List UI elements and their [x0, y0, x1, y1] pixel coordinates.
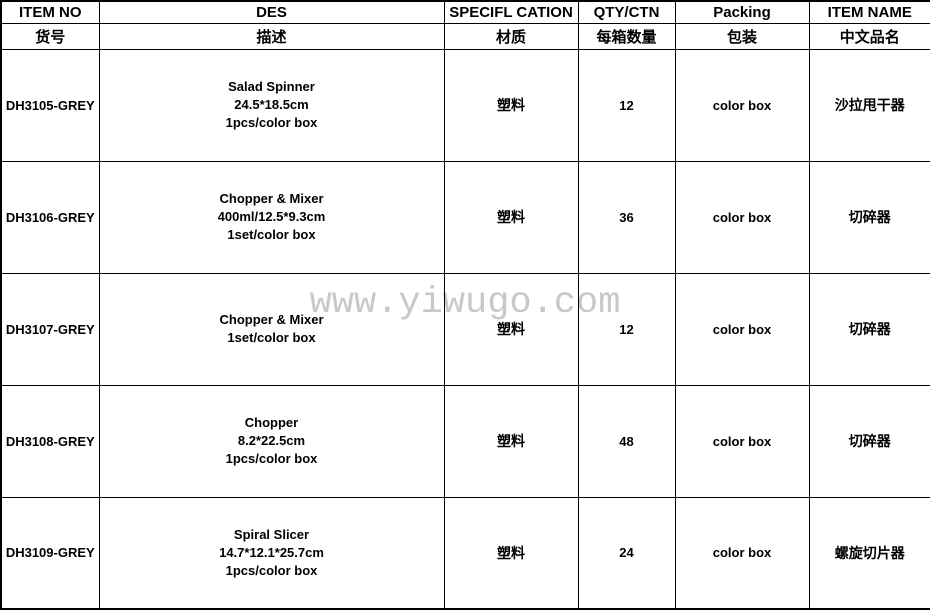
material-cell: 塑料 [443, 160, 579, 274]
description-line: Salad Spinner [228, 79, 315, 94]
description-line: 400ml/12.5*9.3cm [217, 209, 326, 224]
packing-cell: color box [674, 48, 810, 162]
description-line: Chopper & Mixer [219, 191, 324, 206]
header-specification-zh: 材质 [443, 22, 579, 50]
packing-cell: color box [674, 160, 810, 274]
item-no-cell: DH3108-GREY [0, 384, 100, 498]
item-no-cell: DH3105-GREY [0, 48, 100, 162]
description-cell: Chopper & Mixer 1set/color box [98, 272, 445, 386]
packing-cell: color box [674, 384, 810, 498]
description-line: 24.5*18.5cm [234, 97, 309, 112]
description-line: 1pcs/color box [225, 115, 318, 130]
qty-cell: 12 [577, 48, 676, 162]
description-line: Chopper [244, 415, 299, 430]
description-line: 8.2*22.5cm [237, 433, 306, 448]
item-name-cell: 切碎器 [808, 160, 930, 274]
material-cell: 塑料 [443, 384, 579, 498]
header-item-no-zh: 货号 [0, 22, 100, 50]
description-line: 1pcs/color box [225, 562, 318, 578]
table-row: DH3105-GREY Salad Spinner 24.5*18.5cm 1p… [0, 48, 930, 162]
material-cell: 塑料 [443, 496, 579, 610]
table-row: DH3108-GREY Chopper 8.2*22.5cm 1pcs/colo… [0, 384, 930, 498]
header-row-zh: 货号 描述 材质 每箱数量 包装 中文品名 [0, 22, 930, 50]
description-cell: Spiral Slicer 14.7*12.1*25.7cm 1pcs/colo… [98, 496, 445, 610]
header-specification: SPECIFL CATION [443, 0, 579, 24]
description-line: 1pcs/color box [225, 451, 318, 466]
qty-cell: 12 [577, 272, 676, 386]
description-line: Spiral Slicer [233, 526, 310, 542]
description-line: 14.7*12.1*25.7cm [219, 544, 324, 560]
packing-cell: color box [674, 272, 810, 386]
item-name-cell: 螺旋切片器 [808, 496, 930, 610]
item-name-cell: 沙拉甩干器 [808, 48, 930, 162]
header-des-zh: 描述 [98, 22, 445, 50]
item-name-cell: 切碎器 [808, 272, 930, 386]
table-row: DH3107-GREY Chopper & Mixer 1set/color b… [0, 272, 930, 386]
description-line: 1set/color box [227, 227, 316, 242]
header-qty-ctn-zh: 每箱数量 [577, 22, 676, 50]
header-packing: Packing [674, 0, 810, 24]
item-no-cell: DH3109-GREY [0, 496, 100, 610]
header-item-name-zh: 中文品名 [808, 22, 930, 50]
header-des: DES [98, 0, 445, 24]
qty-cell: 48 [577, 384, 676, 498]
item-no-cell: DH3107-GREY [0, 272, 100, 386]
material-cell: 塑料 [443, 272, 579, 386]
material-cell: 塑料 [443, 48, 579, 162]
table-row: DH3106-GREY Chopper & Mixer 400ml/12.5*9… [0, 160, 930, 274]
table-row: DH3109-GREY Spiral Slicer 14.7*12.1*25.7… [0, 496, 930, 610]
item-name-cell: 切碎器 [808, 384, 930, 498]
header-row-en: ITEM NO DES SPECIFL CATION QTY/CTN Packi… [0, 0, 930, 24]
description-cell: Chopper & Mixer 400ml/12.5*9.3cm 1set/co… [98, 160, 445, 274]
description-line: Chopper & Mixer [219, 312, 324, 327]
qty-cell: 36 [577, 160, 676, 274]
description-cell: Salad Spinner 24.5*18.5cm 1pcs/color box [98, 48, 445, 162]
packing-cell: color box [674, 496, 810, 610]
header-qty-ctn: QTY/CTN [577, 0, 676, 24]
header-item-name: ITEM NAME [808, 0, 930, 24]
header-packing-zh: 包装 [674, 22, 810, 50]
header-item-no: ITEM NO [0, 0, 100, 24]
qty-cell: 24 [577, 496, 676, 610]
description-cell: Chopper 8.2*22.5cm 1pcs/color box [98, 384, 445, 498]
item-no-cell: DH3106-GREY [0, 160, 100, 274]
description-line: 1set/color box [227, 330, 316, 345]
